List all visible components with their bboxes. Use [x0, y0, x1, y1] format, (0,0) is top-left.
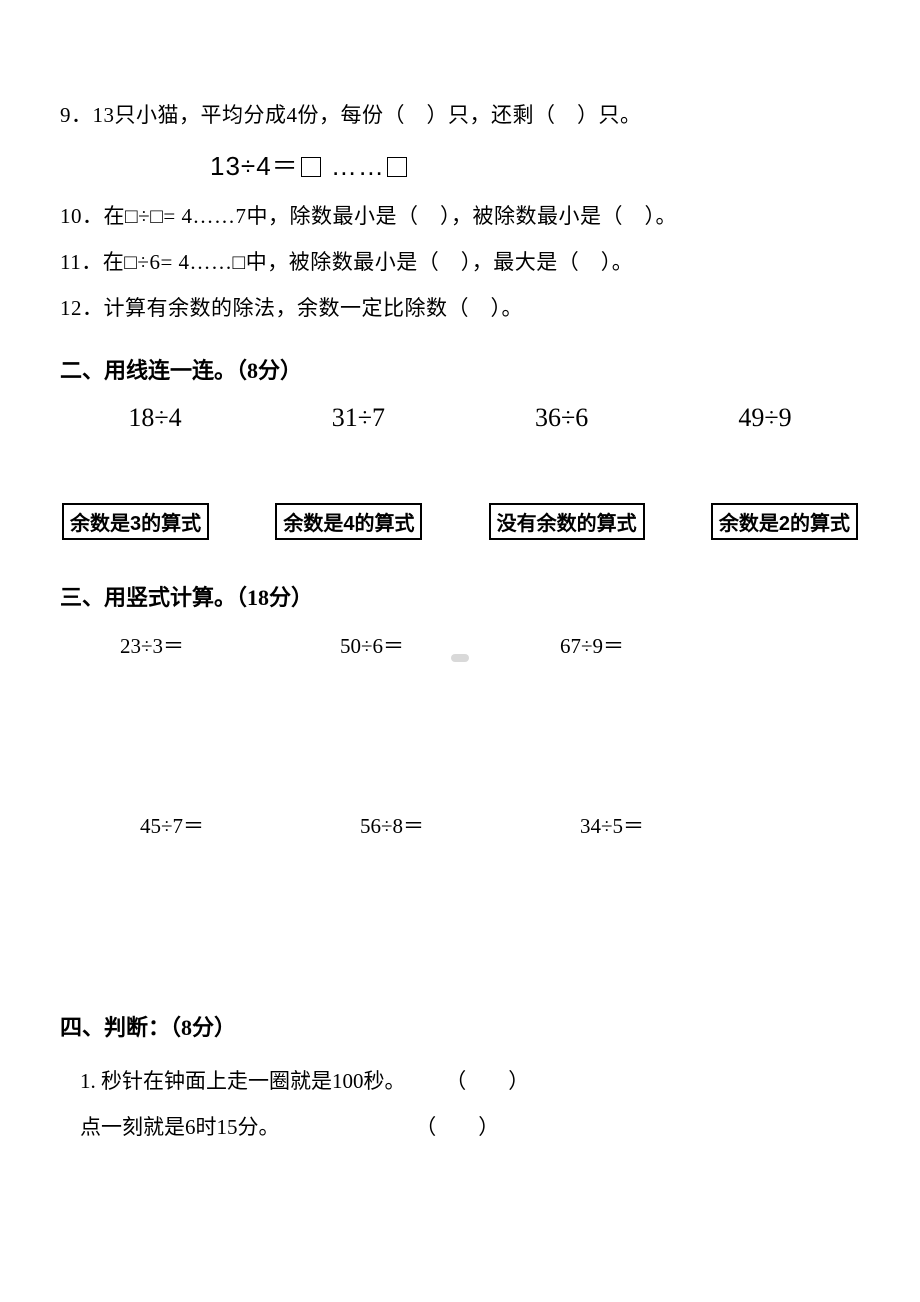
match-labels-row: 余数是3的算式 余数是4的算式 没有余数的算式 余数是2的算式: [60, 503, 860, 540]
calc-5: 56÷8＝: [360, 810, 580, 840]
calc-row-1: 23÷3＝ 50÷6＝ 67÷9＝: [120, 630, 860, 660]
calc-3: 67÷9＝: [560, 630, 780, 660]
expr-1: 18÷4: [80, 403, 230, 433]
question-10: 10．在□÷□= 4……7中，除数最小是（ ），被除数最小是（ ）。: [60, 197, 860, 237]
judge-1-paren: （ ）: [445, 1069, 529, 1093]
judge-1-text: 1. 秒针在钟面上走一圈就是100秒。: [80, 1060, 440, 1102]
q9-eq-left: 13÷4＝: [210, 151, 299, 181]
judge-2: 点一刻就是6时15分。 （ ）: [80, 1106, 860, 1148]
label-box-3: 没有余数的算式: [489, 503, 645, 540]
label-box-2: 余数是4的算式: [275, 503, 422, 540]
judge-2-text: 点一刻就是6时15分。: [80, 1106, 410, 1148]
blank-box-icon: [387, 157, 407, 177]
expr-3: 36÷6: [487, 403, 637, 433]
section-2-title: 二、用线连一连。（8分）: [60, 353, 860, 385]
expr-4: 49÷9: [690, 403, 840, 433]
label-box-1: 余数是3的算式: [62, 503, 209, 540]
match-expressions-row: 18÷4 31÷7 36÷6 49÷9: [70, 403, 850, 433]
q11-number: 11．: [60, 250, 103, 274]
judge-2-paren: （ ）: [415, 1115, 499, 1139]
calc-row-2: 45÷7＝ 56÷8＝ 34÷5＝: [140, 810, 860, 840]
q12-text: 计算有余数的除法，余数一定比除数（ ）。: [104, 296, 524, 320]
calc-2: 50÷6＝: [340, 630, 560, 660]
q12-number: 12．: [60, 296, 104, 320]
section-3-title: 三、用竖式计算。（18分）: [60, 580, 860, 612]
q11-text: 在□÷6= 4……□中，被除数最小是（ ），最大是（ ）。: [103, 250, 634, 274]
judge-1: 1. 秒针在钟面上走一圈就是100秒。 （ ）: [80, 1060, 860, 1102]
page-marker-icon: [451, 654, 469, 662]
calc-6: 34÷5＝: [580, 810, 800, 840]
blank-box-icon: [301, 157, 321, 177]
label-box-4: 余数是2的算式: [711, 503, 858, 540]
question-11: 11．在□÷6= 4……□中，被除数最小是（ ），最大是（ ）。: [60, 243, 860, 283]
question-12: 12．计算有余数的除法，余数一定比除数（ ）。: [60, 289, 860, 329]
q10-number: 10．: [60, 204, 104, 228]
question-9: 9．13只小猫，平均分成4份，每份（ ）只，还剩（ ）只。: [60, 96, 860, 136]
calc-1: 23÷3＝: [120, 630, 340, 660]
calc-4: 45÷7＝: [140, 810, 360, 840]
q9-eq-mid: ……: [323, 151, 385, 181]
q9-text: 13只小猫，平均分成4份，每份（ ）只，还剩（ ）只。: [93, 103, 642, 127]
section-4-title: 四、判断：（8分）: [60, 1010, 860, 1042]
q9-equation: 13÷4＝ ……: [210, 146, 860, 183]
q10-text: 在□÷□= 4……7中，除数最小是（ ），被除数最小是（ ）。: [104, 204, 678, 228]
expr-2: 31÷7: [283, 403, 433, 433]
q9-number: 9．: [60, 103, 93, 127]
